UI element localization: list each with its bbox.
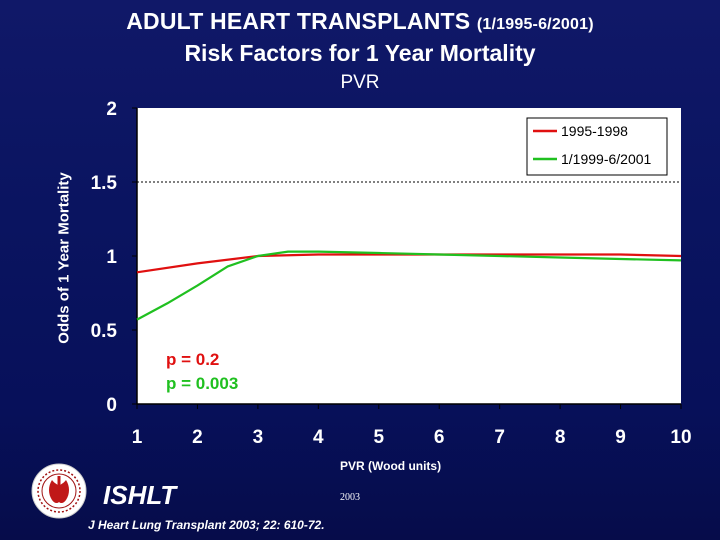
title-date-range: (1/1995-6/2001) [476,16,594,33]
footer-year: 2003 [340,492,360,503]
x-tick-label: 8 [555,427,566,448]
legend-entry: 1/1999-6/2001 [561,151,652,167]
page-title: ADULT HEART TRANSPLANTS (1/1995-6/2001) [0,8,720,35]
y-tick-label: 2 [106,99,117,120]
x-tick-label: 6 [434,427,445,448]
y-tick-label: 0 [106,395,117,416]
x-tick-label: 4 [313,427,324,448]
x-tick-label: 3 [253,427,264,448]
x-tick-label: 1 [132,427,143,448]
footer-citation: J Heart Lung Transplant 2003; 22: 610-72… [88,518,325,532]
x-tick-label: 5 [373,427,384,448]
title-main: ADULT HEART TRANSPLANTS [126,8,477,34]
p-value-annotation: p = 0.003 [166,374,238,393]
legend-entry: 1995-1998 [561,123,628,139]
ishlt-logo-icon [31,463,87,519]
series-line-2 [136,250,682,321]
y-tick-label: 0.5 [91,321,118,342]
x-tick-label: 7 [494,427,505,448]
x-tick-label: 9 [615,427,626,448]
p-value-annotation: p = 0.2 [166,350,219,369]
footer-org-name: ISHLT [103,480,177,510]
x-axis-label: PVR (Wood units) [340,459,442,473]
legend-box [526,117,668,176]
chart-subtitle: PVR [340,72,380,93]
y-tick-label: 1.5 [91,173,118,194]
page-title-line2: Risk Factors for 1 Year Mortality [184,40,536,66]
x-tick-label: 10 [670,427,691,448]
x-tick-label: 2 [192,427,203,448]
y-tick-label: 1 [106,247,117,268]
